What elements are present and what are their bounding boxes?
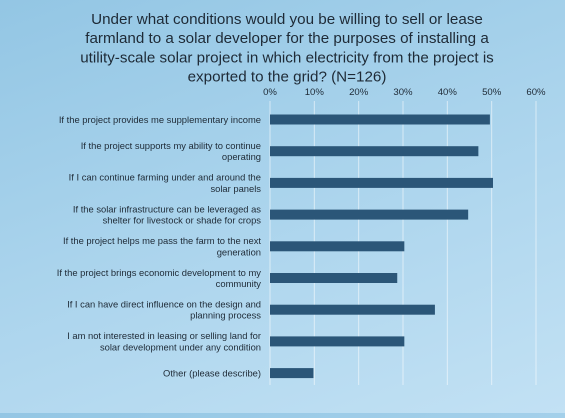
x-tick-label: 40% (438, 87, 458, 98)
category-label: solar development under any condition (100, 341, 261, 352)
bar (270, 368, 314, 379)
category-labels: If the project provides me supplementary… (57, 114, 262, 379)
category-label: If I can have direct influence on the de… (67, 299, 261, 310)
category-label: planning process (190, 310, 261, 321)
x-tick-label: 50% (482, 87, 502, 98)
category-label: I am not interested in leasing or sellin… (67, 330, 261, 341)
bar (270, 177, 493, 188)
category-label: operating (222, 151, 261, 162)
chart-title-line: utility-scale solar project in which ele… (80, 49, 494, 66)
x-tick-label: 10% (305, 87, 325, 98)
bar (270, 209, 469, 220)
bar (270, 114, 490, 125)
x-tick-label: 30% (393, 87, 413, 98)
chart-title-line: farmland to a solar developer for the pu… (85, 30, 489, 47)
x-tick-label: 60% (526, 87, 546, 98)
x-tick-label: 20% (349, 87, 369, 98)
category-label: If I can continue farming under and arou… (69, 172, 261, 183)
category-label: shelter for livestock or shade for crops (103, 215, 262, 226)
category-label: If the project supports my ability to co… (81, 140, 261, 151)
chart-title-line: exported to the grid? (N=126) (188, 69, 387, 86)
category-label: If the project provides me supplementary… (59, 114, 261, 125)
category-label: solar panels (210, 183, 261, 194)
bar (270, 304, 435, 315)
category-label: If the project helps me pass the farm to… (63, 235, 261, 246)
bar (270, 336, 405, 347)
chart-title: Under what conditions would you be willi… (80, 11, 494, 86)
category-label: community (216, 278, 262, 289)
bar (270, 146, 479, 157)
category-label: If the solar infrastructure can be lever… (73, 203, 261, 214)
chart-title-line: Under what conditions would you be willi… (91, 11, 483, 28)
x-tick-label: 0% (263, 87, 277, 98)
bar (270, 241, 405, 252)
category-label: generation (217, 246, 261, 257)
category-label: If the project brings economic developme… (57, 267, 262, 278)
bar (270, 273, 398, 283)
bars (270, 114, 493, 379)
x-axis-ticks: 0% 10% 20% 30% 40% 50% 60% (263, 87, 546, 98)
category-label: Other (please describe) (163, 368, 261, 379)
